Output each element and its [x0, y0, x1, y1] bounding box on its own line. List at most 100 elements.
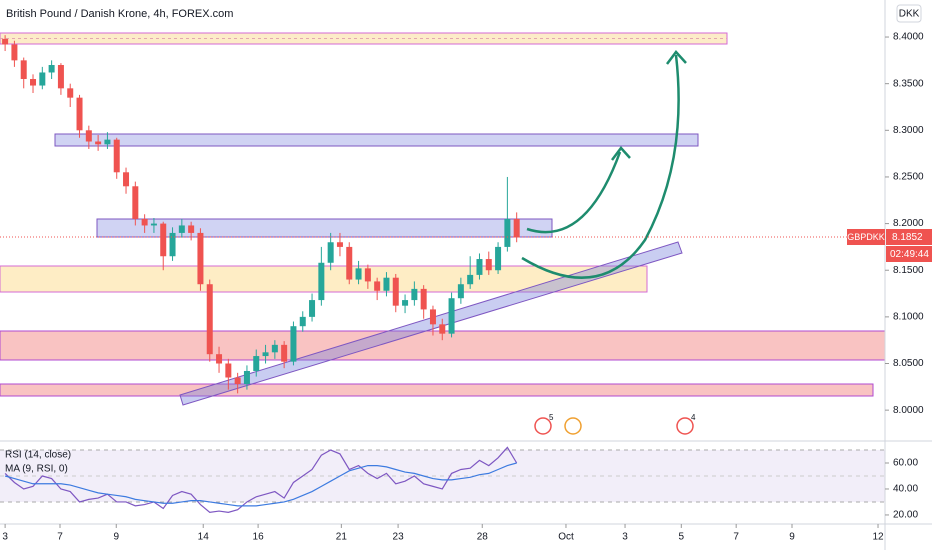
candle-body [206, 284, 213, 355]
candle-body [411, 288, 418, 301]
event-badge[interactable] [676, 417, 694, 435]
candle-body [76, 97, 83, 131]
candle-body [67, 88, 74, 98]
candle-body [271, 344, 278, 353]
candle-body [95, 141, 102, 145]
y2-tick-label: 40.00 [893, 484, 918, 495]
candle-body [299, 316, 306, 327]
indicator-line [4, 462, 517, 507]
candle-body [281, 344, 288, 362]
candle-body [234, 377, 241, 385]
candle-body [513, 218, 520, 238]
candle-body [383, 277, 390, 291]
zone [0, 383, 874, 397]
x-tick-label: 23 [393, 532, 405, 543]
arrow-head [666, 50, 687, 65]
x-tick-label: 21 [336, 532, 348, 543]
x-tick-label: 16 [253, 532, 265, 543]
x-tick-label: 12 [872, 532, 884, 543]
candle-body [57, 65, 64, 89]
y-tick-label: 8.3500 [893, 78, 924, 89]
legend-entry: RSI (14, close) [5, 450, 71, 461]
symbol-tag [847, 229, 885, 245]
zone [54, 133, 699, 147]
candle-body [504, 218, 511, 247]
candle-body [169, 232, 176, 257]
symbol: GBPDKK [847, 232, 885, 242]
candle-body [2, 38, 9, 45]
candle-body [150, 223, 157, 226]
y2-tick-label: 60.00 [893, 458, 918, 469]
candle-body [20, 60, 27, 80]
candle-body [225, 363, 232, 378]
candle-body [243, 370, 250, 385]
event-badge[interactable] [534, 417, 552, 435]
candle-body [374, 281, 381, 291]
candle-body [113, 139, 120, 173]
price-label: 8.1852 [892, 232, 923, 243]
candle-body [197, 232, 204, 285]
candle-body [364, 268, 371, 282]
x-tick-label: 5 [679, 532, 685, 543]
candle-body [188, 225, 195, 233]
x-tick-label: 7 [57, 532, 63, 543]
y-tick-label: 8.1500 [893, 265, 924, 276]
y-tick-label: 8.3000 [893, 125, 924, 136]
arrow [521, 54, 680, 279]
candle-body [429, 309, 436, 325]
candle-body [346, 246, 353, 280]
arrow-head [611, 146, 631, 161]
candle-body [30, 79, 37, 86]
currency[interactable]: DKK [899, 9, 920, 20]
price-tag [886, 229, 932, 245]
y-tick-label: 8.2000 [893, 218, 924, 229]
y-tick-label: 8.4000 [893, 32, 924, 43]
candle-body [262, 352, 269, 357]
candle-body [104, 139, 111, 145]
candle-body [439, 324, 446, 334]
x-tick-label: 3 [2, 532, 8, 543]
event-count: 5 [549, 413, 554, 422]
candle-body [85, 130, 92, 142]
arrow [526, 151, 622, 234]
candle-body [290, 326, 297, 362]
y-tick-label: 8.0000 [893, 405, 924, 416]
legend-entry: MA (9, RSI, 0) [5, 464, 68, 475]
candle-body [495, 246, 502, 271]
currency-box[interactable] [896, 4, 922, 23]
y-tick-label: 8.2500 [893, 172, 924, 183]
event-badge[interactable] [564, 417, 582, 435]
indicator-line [4, 446, 518, 513]
x-tick-label: Oct [558, 532, 574, 543]
candle-body [123, 172, 130, 187]
candle-body [467, 274, 474, 285]
y2-tick-label: 20.00 [893, 510, 918, 521]
candle-body [355, 268, 362, 280]
countdown: 02:49:44 [890, 249, 929, 260]
x-tick-label: 7 [733, 532, 739, 543]
y-tick-label: 8.0500 [893, 358, 924, 369]
candle-body [160, 223, 167, 257]
drawings [0, 32, 886, 406]
x-tick-label: 3 [622, 532, 628, 543]
event-count: 4 [691, 413, 696, 422]
candle-body [309, 300, 316, 317]
x-tick-label: 9 [789, 532, 795, 543]
candle-body [457, 284, 464, 299]
candle-body [485, 259, 492, 271]
candle-body [132, 186, 139, 219]
candle-body [216, 354, 223, 364]
candle-body [420, 288, 427, 310]
candle-body [141, 218, 148, 226]
candle-body [178, 225, 185, 233]
candle-body [318, 262, 325, 301]
countdown-tag [886, 246, 932, 262]
candle-body [336, 242, 343, 247]
marks [2, 35, 520, 513]
candle-body [253, 356, 260, 371]
candle-body [48, 65, 55, 73]
x-tick-label: 9 [113, 532, 119, 543]
chart-title: British Pound / Danish Krone, 4h, FOREX.… [6, 8, 233, 20]
candle-body [448, 298, 455, 334]
